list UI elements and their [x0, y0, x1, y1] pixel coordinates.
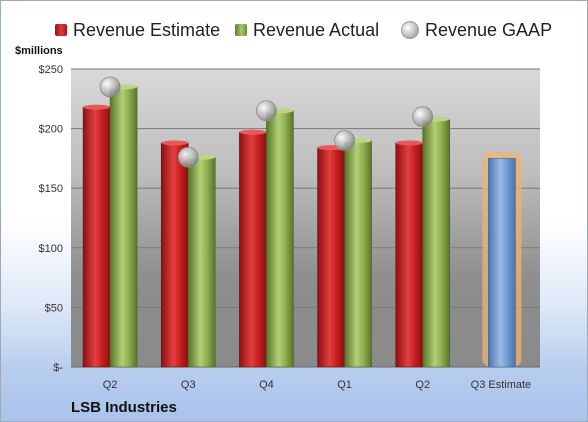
units-label: $millions [15, 45, 63, 57]
bar-estimate [395, 142, 424, 368]
bar-estimate-top [395, 140, 423, 146]
legend-swatch-actual [235, 24, 247, 36]
legend-item-actual: Revenue Actual [235, 15, 379, 45]
legend-label-estimate: Revenue Estimate [73, 19, 221, 40]
x-tick-label: Q3 [181, 379, 196, 391]
plot-area [71, 69, 540, 367]
y-tick-label: $200 [39, 124, 63, 136]
legend-item-estimate: Revenue Estimate [55, 15, 220, 45]
bar-estimate-top [161, 140, 189, 146]
gaap-markers [99, 76, 434, 168]
x-axis-tick-labels: Q2 Q3 Q4 Q1 Q2 Q3 Estimate [103, 379, 531, 391]
gaap-marker [412, 106, 434, 128]
bar-estimate [317, 147, 345, 368]
x-tick-label: Q2 [103, 379, 118, 391]
bar-forecast [488, 158, 516, 368]
bar-actual [344, 140, 372, 368]
gaap-marker [99, 76, 121, 98]
legend-label-actual: Revenue Actual [253, 19, 380, 40]
bar-actual [266, 110, 294, 368]
y-tick-label: $50 [45, 302, 63, 314]
y-tick-label: $- [53, 362, 63, 374]
bar-estimate-top [83, 104, 111, 110]
bar-estimate [160, 142, 189, 368]
gaap-marker [334, 130, 355, 151]
legend: Revenue Estimate Revenue Actual Revenue … [1, 15, 587, 45]
x-tick-label: Q1 [337, 379, 352, 391]
y-tick-label: $150 [39, 183, 63, 195]
x-tick-label: Q2 [415, 379, 430, 391]
gaap-marker [256, 100, 277, 122]
bar-estimate-top [239, 129, 267, 135]
x-tick-label: Q3 Estimate [471, 379, 532, 391]
bar-actual [422, 118, 451, 368]
legend-item-gaap: Revenue GAAP [401, 15, 552, 45]
gridlines [71, 68, 540, 368]
bar-estimate [239, 131, 267, 368]
gaap-marker [177, 146, 199, 168]
legend-marker-gaap [401, 21, 419, 39]
bars [82, 84, 522, 368]
company-name: LSB Industries [71, 399, 177, 416]
bar-actual [187, 156, 216, 368]
legend-label-gaap: Revenue GAAP [425, 19, 553, 40]
y-axis-tick-labels: $- $50 $100 $150 $200 $250 [39, 64, 64, 374]
y-tick-label: $250 [39, 64, 63, 76]
bar-estimate [82, 106, 111, 368]
bar-actual [109, 86, 138, 368]
x-tick-label: Q4 [259, 379, 274, 391]
y-tick-label: $100 [39, 243, 63, 255]
legend-swatch-estimate [55, 24, 67, 36]
